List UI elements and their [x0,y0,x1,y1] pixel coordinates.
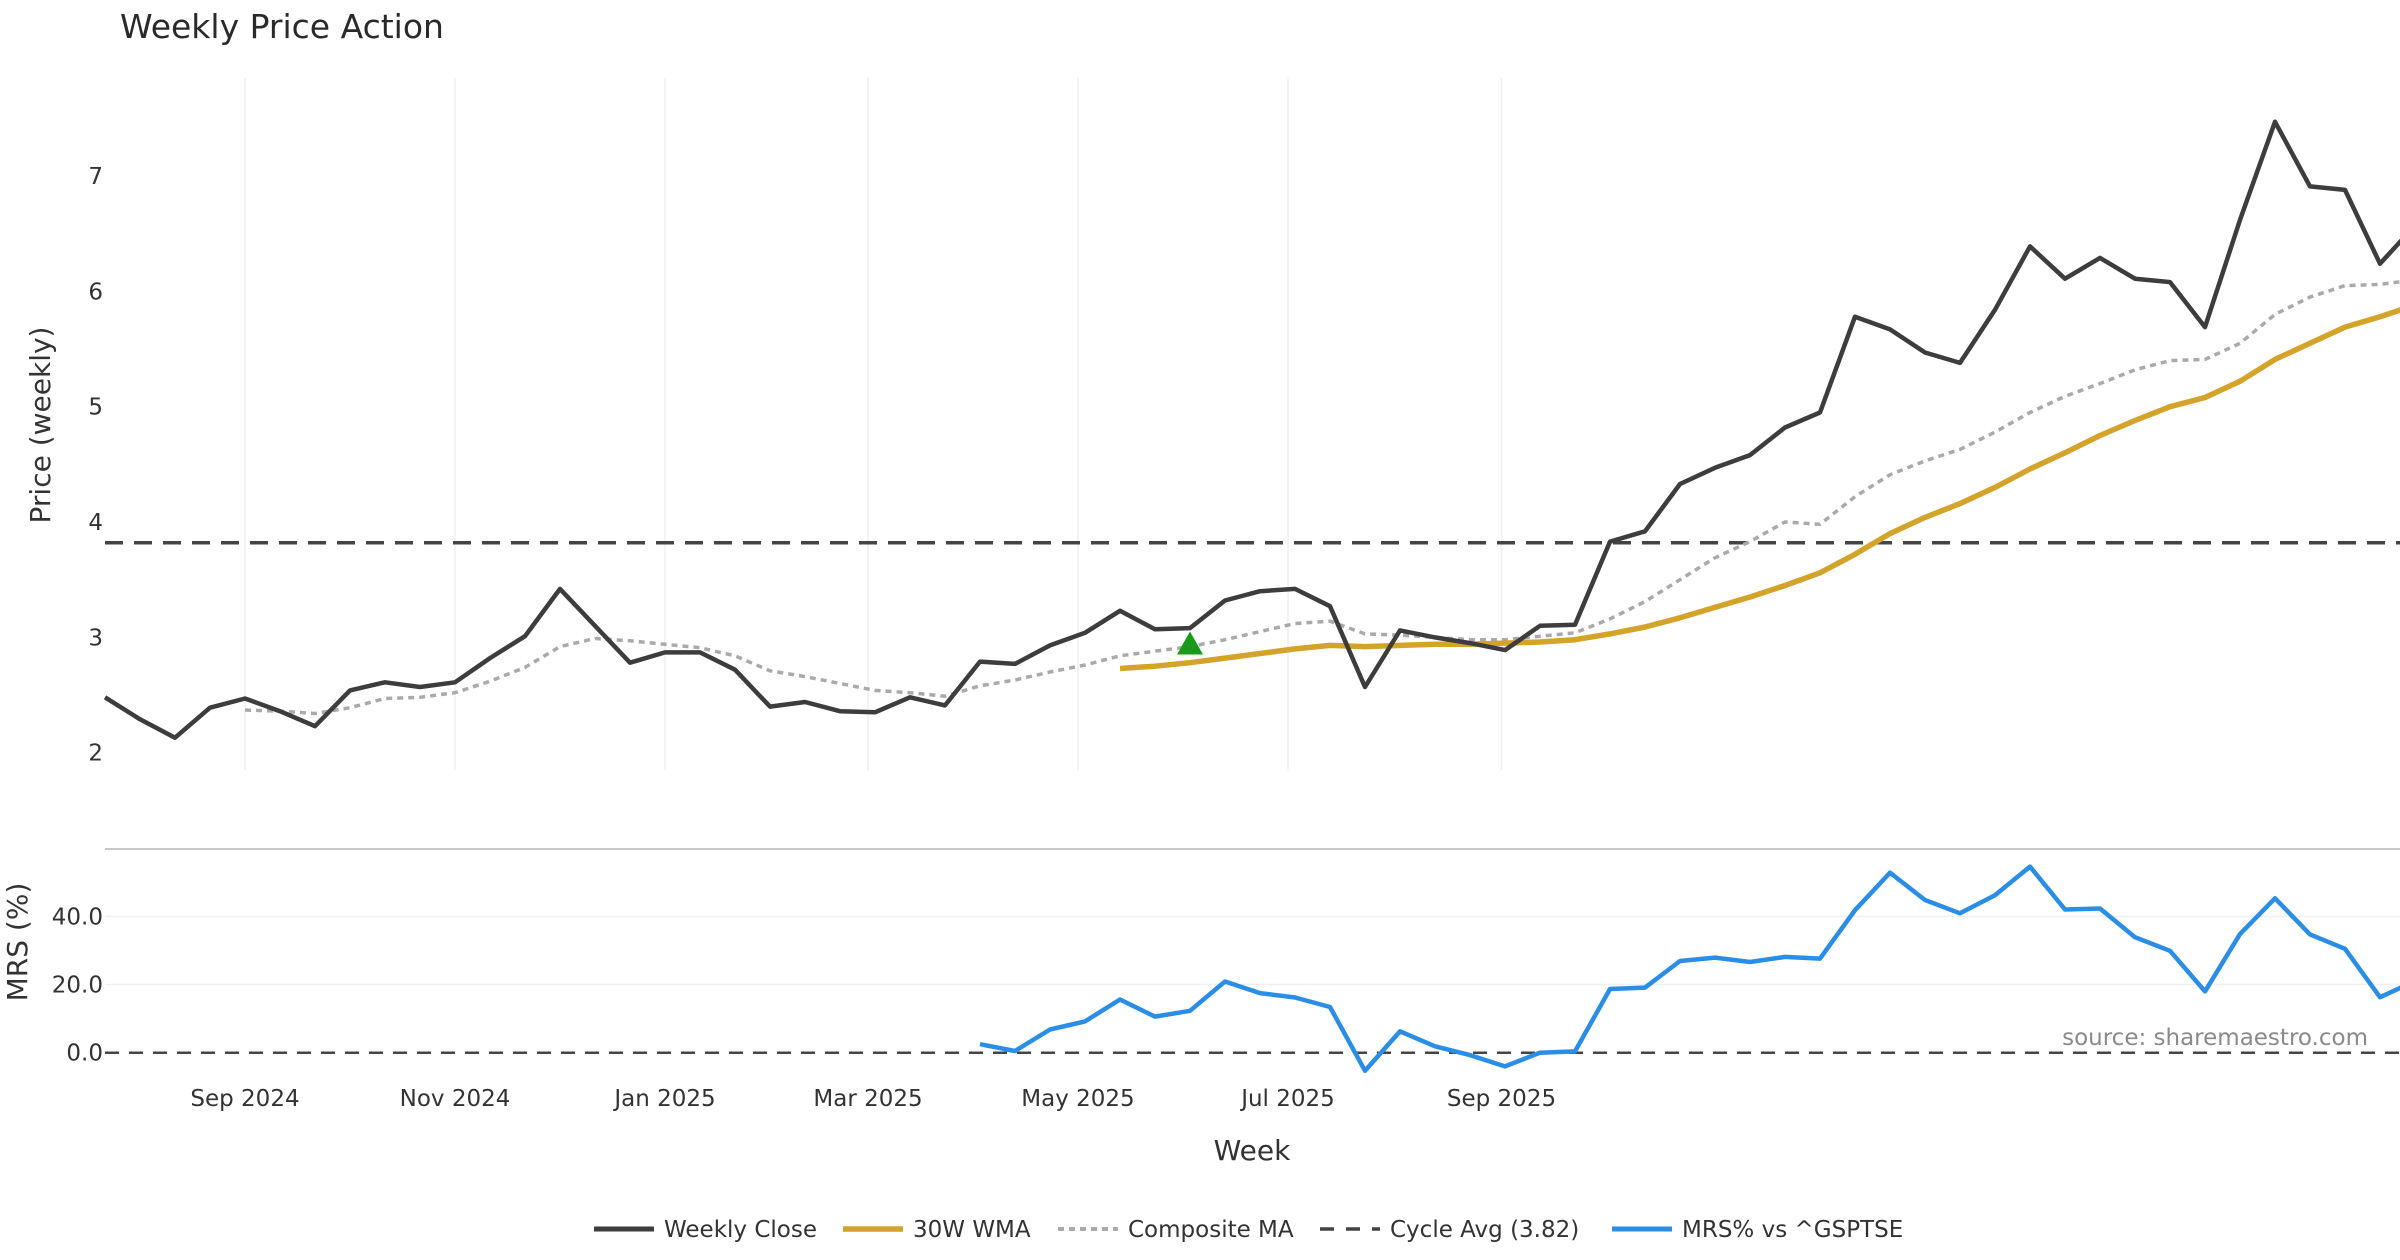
chart-title: Weekly Price Action [120,7,444,46]
sub-plot-grid [105,915,2400,1054]
legend-label: Composite MA [1128,1217,1294,1243]
main-y-ticks: 2 3 4 5 6 7 [88,164,103,767]
x-tick-label: May 2025 [1021,1086,1134,1112]
buy-signal-marker [1177,631,1203,655]
main-y-tick-label: 6 [88,279,103,305]
sub-y-ticks: 0.0 20.0 40.0 [52,904,103,1066]
legend-label: 30W WMA [913,1217,1031,1243]
sub-series-group [979,864,2400,1074]
main-y-tick-label: 4 [88,510,103,536]
main-y-tick-label: 2 [88,741,103,767]
x-tick-label: Jan 2025 [612,1086,715,1112]
main-y-tick-label: 7 [88,164,103,190]
legend-label: Cycle Avg (3.82) [1390,1217,1579,1243]
sub-y-tick-label: 0.0 [66,1041,103,1067]
x-tick-label: Sep 2025 [1447,1086,1556,1112]
legend-label: Weekly Close [664,1217,817,1243]
x-tick-label: Jul 2025 [1239,1086,1335,1112]
weekly-close-line [103,119,2400,740]
x-axis-label: Week [1214,1134,1291,1167]
main-series-group [103,119,2400,740]
x-tick-label: Sep 2024 [190,1086,299,1112]
x-tick-label: Mar 2025 [813,1086,922,1112]
main-y-tick-label: 5 [88,395,103,421]
x-ticks: Sep 2024 Nov 2024 Jan 2025 Mar 2025 May 2025… [190,1086,1556,1112]
main-plot-grid [244,78,1503,770]
source-annotation: source: sharemaestro.com [2062,1025,2368,1051]
x-tick-label: Nov 2024 [400,1086,511,1112]
main-y-axis-label: Price (weekly) [24,327,57,524]
sub-y-tick-label: 40.0 [52,904,103,930]
legend: Weekly Close 30W WMA Composite MA Cycle Avg… [594,1217,1903,1243]
wma-30w-line [1119,307,2400,672]
sub-y-tick-label: 20.0 [52,973,103,999]
mrs-line [979,864,2400,1074]
legend-label: MRS% vs ^GSPTSE [1682,1217,1903,1243]
sub-y-axis-label: MRS (%) [1,883,34,1002]
main-y-tick-label: 3 [88,625,103,651]
